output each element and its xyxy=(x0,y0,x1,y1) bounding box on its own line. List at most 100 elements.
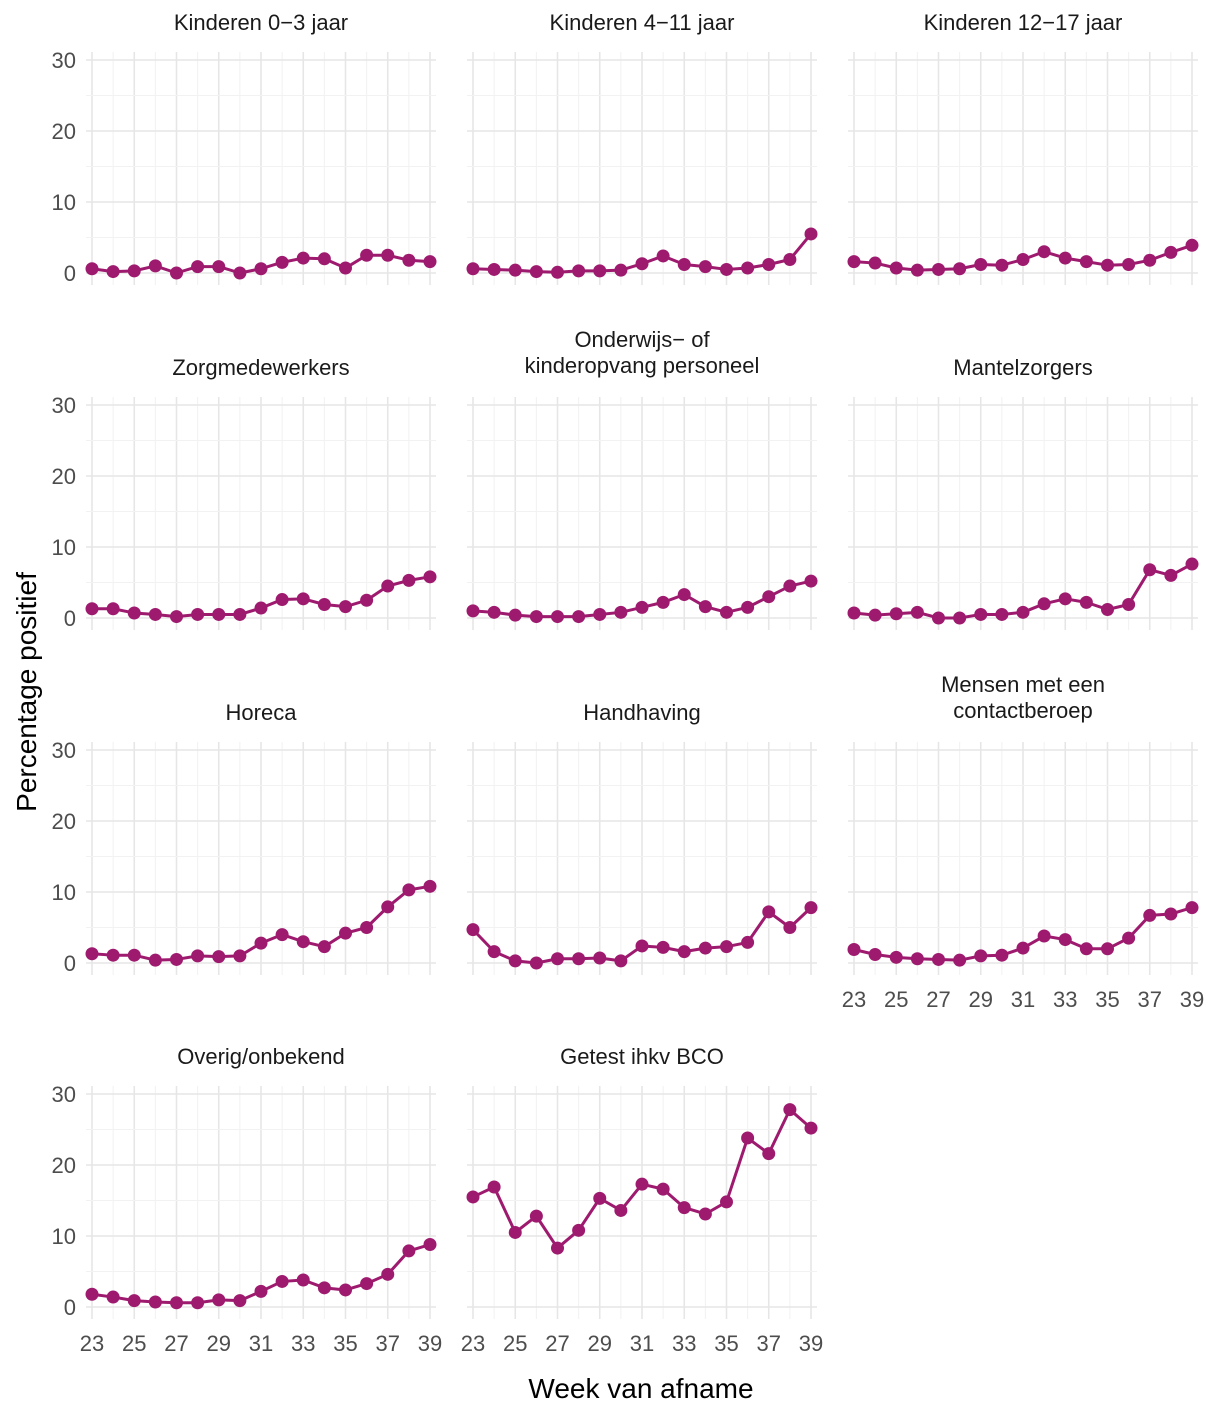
data-point xyxy=(233,607,247,621)
data-point xyxy=(191,1296,205,1310)
data-point xyxy=(889,607,903,621)
data-point xyxy=(381,579,395,593)
data-point xyxy=(974,607,988,621)
data-point xyxy=(296,1273,310,1287)
data-point xyxy=(85,262,99,276)
x-tick-label: 35 xyxy=(714,1331,738,1356)
data-point xyxy=(191,607,205,621)
data-point xyxy=(783,579,797,593)
data-point xyxy=(1185,901,1199,915)
data-point xyxy=(402,253,416,267)
data-point xyxy=(635,257,649,271)
data-point xyxy=(275,1274,289,1288)
x-tick-label: 31 xyxy=(630,1331,654,1356)
data-point xyxy=(635,600,649,614)
x-tick-label: 23 xyxy=(80,1331,104,1356)
data-point xyxy=(148,953,162,967)
y-tick-label: 20 xyxy=(52,464,76,489)
data-point xyxy=(191,949,205,963)
data-point xyxy=(953,953,967,967)
data-point xyxy=(932,262,945,276)
data-point xyxy=(402,1244,416,1258)
data-point xyxy=(910,952,924,966)
data-point xyxy=(148,259,162,273)
data-point xyxy=(1016,605,1030,619)
data-point xyxy=(466,604,480,618)
panel: Kinderen 12−17 jaar xyxy=(847,10,1199,285)
data-point xyxy=(635,1177,649,1191)
data-point xyxy=(1164,568,1178,582)
data-point xyxy=(593,951,607,965)
data-point xyxy=(339,261,352,275)
x-tick-label: 33 xyxy=(672,1331,696,1356)
data-point xyxy=(677,1201,691,1215)
data-point xyxy=(783,921,797,934)
data-point xyxy=(1037,597,1051,611)
data-point xyxy=(466,1190,480,1204)
data-point xyxy=(148,607,162,621)
data-point xyxy=(932,952,945,966)
data-point xyxy=(170,266,183,280)
panel: Kinderen 0−3 jaar 0 10 20 30 xyxy=(52,10,437,286)
data-point xyxy=(402,883,416,897)
data-point xyxy=(1037,929,1051,943)
data-point xyxy=(508,1225,522,1239)
data-point xyxy=(508,608,522,622)
panel: Zorgmedewerkers 0 10 20 30 xyxy=(52,355,437,631)
x-tick-label: 35 xyxy=(1095,987,1119,1012)
data-point xyxy=(974,949,988,963)
x-tick-label: 27 xyxy=(164,1331,188,1356)
panel: Mantelzorgers xyxy=(847,355,1199,630)
x-tick-label: 39 xyxy=(799,1331,823,1356)
data-point xyxy=(212,950,226,964)
panel-title: Mensen met een xyxy=(941,672,1105,697)
data-point xyxy=(466,923,480,937)
data-point xyxy=(551,1241,564,1255)
data-point xyxy=(170,610,183,624)
data-point xyxy=(762,905,776,919)
data-point xyxy=(656,1182,670,1196)
x-tick-label: 25 xyxy=(884,987,908,1012)
data-point xyxy=(317,1281,331,1295)
data-point xyxy=(1143,253,1157,267)
data-point xyxy=(106,948,120,962)
data-point xyxy=(423,879,437,893)
x-tick-label: 35 xyxy=(333,1331,357,1356)
y-tick-label: 10 xyxy=(52,1224,76,1249)
data-point xyxy=(953,611,967,625)
data-point xyxy=(614,605,628,619)
data-point xyxy=(995,607,1009,621)
data-point xyxy=(741,600,755,614)
data-point xyxy=(677,257,691,271)
data-point xyxy=(191,260,205,274)
data-point xyxy=(254,262,268,276)
panel-title: contactberoep xyxy=(953,698,1092,723)
x-tick-label: 27 xyxy=(545,1331,569,1356)
y-tick-label: 30 xyxy=(52,1082,76,1107)
data-point xyxy=(85,602,99,616)
data-point xyxy=(1164,245,1178,259)
data-point xyxy=(677,945,691,959)
panel-title: Horeca xyxy=(226,700,298,725)
data-point xyxy=(635,939,649,953)
data-point xyxy=(317,940,331,954)
data-point xyxy=(212,1293,226,1307)
data-point xyxy=(487,605,501,619)
data-point xyxy=(953,262,967,276)
x-tick-label: 37 xyxy=(757,1331,781,1356)
y-tick-label: 30 xyxy=(52,393,76,418)
data-point xyxy=(698,941,712,955)
panel-title: Zorgmedewerkers xyxy=(172,355,349,380)
data-point xyxy=(487,262,501,276)
data-point xyxy=(1122,257,1136,271)
data-point xyxy=(847,255,861,269)
data-point xyxy=(1185,557,1199,571)
data-point xyxy=(233,1294,247,1308)
data-point xyxy=(233,949,247,963)
data-point xyxy=(466,262,480,276)
data-point xyxy=(127,1294,141,1308)
y-tick-label: 0 xyxy=(64,261,76,286)
data-point xyxy=(1037,245,1051,259)
data-point xyxy=(995,948,1009,962)
x-tick-label: 25 xyxy=(503,1331,527,1356)
